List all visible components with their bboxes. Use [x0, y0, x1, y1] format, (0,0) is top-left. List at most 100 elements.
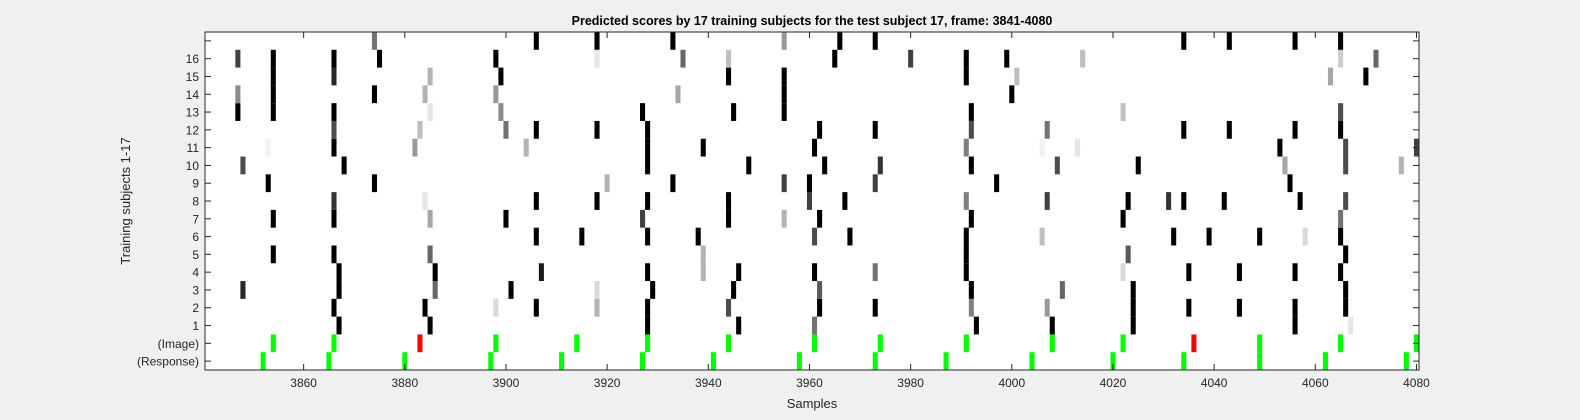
score-cell: [1171, 227, 1177, 246]
score-cell: [427, 67, 433, 86]
score-cell: [645, 192, 651, 210]
score-cell: [1125, 192, 1131, 210]
y-tick-label: 4: [192, 266, 199, 280]
score-cell: [235, 85, 241, 104]
score-cell: [1125, 245, 1131, 264]
score-cell: [240, 281, 246, 299]
score-cell: [963, 245, 969, 264]
y-tick-label: 6: [192, 230, 199, 244]
event-mark-green: [943, 352, 949, 370]
score-cell: [1292, 263, 1298, 282]
score-cell: [503, 209, 509, 228]
event-mark-green: [1257, 352, 1263, 370]
score-cell: [498, 67, 504, 86]
event-mark-green: [710, 352, 716, 370]
event-mark-green: [1120, 334, 1126, 353]
event-mark-green: [872, 352, 878, 370]
score-cell: [1338, 103, 1344, 121]
y-tick-label: 3: [192, 283, 199, 297]
score-cell: [1373, 49, 1379, 68]
score-cell: [837, 32, 843, 50]
score-cell: [645, 227, 651, 246]
score-cell: [594, 281, 600, 299]
score-cell: [872, 298, 878, 317]
score-cell: [872, 174, 878, 193]
event-mark-green: [1029, 352, 1035, 370]
score-cell: [1054, 156, 1060, 175]
score-cell: [235, 49, 241, 68]
score-cell: [645, 298, 651, 317]
score-cell: [1009, 85, 1015, 104]
score-cell: [1181, 192, 1187, 210]
score-cell: [670, 174, 676, 193]
event-mark-green: [1110, 352, 1116, 370]
score-cell: [427, 245, 433, 264]
score-cell: [235, 103, 241, 121]
score-cell: [1398, 156, 1404, 175]
score-cell: [1338, 209, 1344, 228]
event-mark-green: [1049, 334, 1055, 353]
score-cell: [336, 281, 342, 299]
score-cell: [1039, 138, 1045, 157]
score-cell: [963, 227, 969, 246]
y-tick-label: 1: [192, 319, 199, 333]
score-cell: [994, 174, 1000, 193]
score-cell: [1348, 316, 1354, 335]
score-cell: [498, 103, 504, 121]
score-cell: [412, 138, 418, 157]
score-cell: [746, 156, 752, 175]
score-cell: [1292, 316, 1298, 335]
score-cell: [336, 263, 342, 282]
score-cell: [700, 245, 706, 264]
x-tick-label: 4060: [1302, 376, 1329, 390]
score-cell: [806, 192, 812, 210]
score-cell: [908, 49, 914, 68]
score-cell: [963, 49, 969, 68]
score-cell: [1120, 103, 1126, 121]
score-cell: [726, 49, 732, 68]
score-cell: [1186, 298, 1192, 317]
score-cell: [270, 103, 276, 121]
score-cell: [675, 85, 681, 104]
score-cell: [1343, 245, 1349, 264]
score-cell: [336, 316, 342, 335]
score-cell: [371, 85, 377, 104]
y-tick-label: 12: [186, 123, 200, 137]
score-cell: [695, 227, 701, 246]
score-cell: [872, 120, 878, 139]
score-cell: [1343, 298, 1349, 317]
score-cell: [877, 156, 883, 175]
score-cell: [963, 192, 969, 210]
score-cell: [973, 316, 979, 335]
score-cell: [1363, 67, 1369, 86]
score-cell: [1130, 298, 1136, 317]
score-cell: [432, 281, 438, 299]
score-cell: [341, 156, 347, 175]
score-cell: [594, 192, 600, 210]
y-tick-label: 13: [186, 106, 200, 120]
score-cell: [1120, 209, 1126, 228]
score-cell: [640, 103, 646, 121]
score-cell: [1302, 227, 1308, 246]
score-cell: [842, 192, 848, 210]
score-cell: [240, 156, 246, 175]
score-cell: [812, 316, 818, 335]
score-cell: [817, 281, 823, 299]
score-cell: [579, 227, 585, 246]
score-cell: [736, 316, 742, 335]
score-cell: [1014, 67, 1020, 86]
score-cell: [645, 156, 651, 175]
score-cell: [781, 67, 787, 86]
score-cell: [270, 49, 276, 68]
score-cell: [822, 156, 828, 175]
score-cell: [781, 85, 787, 104]
score-cell: [1297, 192, 1303, 210]
score-cell: [493, 85, 499, 104]
score-cell: [731, 103, 737, 121]
x-axis: 3860 3880 3900 3920 3940 3960 3980 4000 4020 4040…: [290, 32, 1430, 390]
y-tick-label: 15: [186, 70, 200, 84]
score-cell: [493, 298, 499, 317]
score-cell: [700, 138, 706, 157]
score-cell: [1257, 227, 1263, 246]
